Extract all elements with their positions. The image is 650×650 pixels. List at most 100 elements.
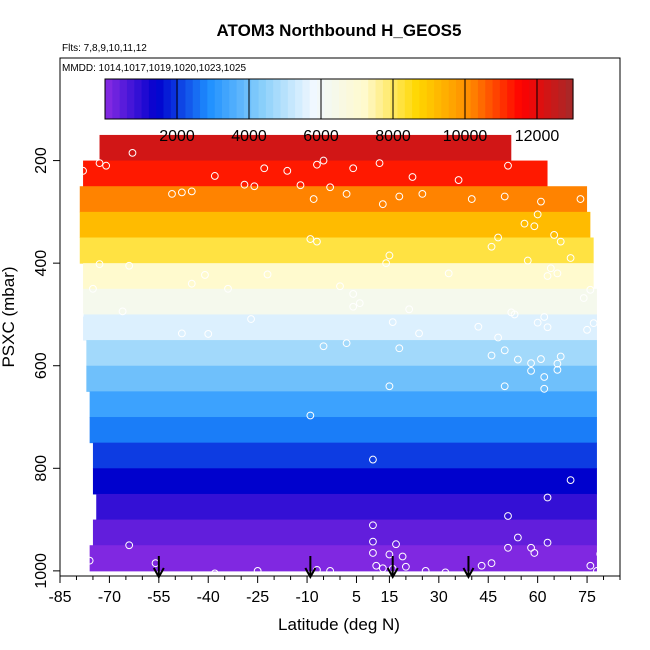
obs-point (543, 538, 552, 547)
colorbar-cell (331, 79, 340, 119)
obs-point (319, 342, 328, 351)
obs-point (487, 242, 496, 251)
colorbar-cell (178, 79, 187, 119)
obs-point (553, 359, 562, 368)
obs-point (224, 284, 232, 293)
obs-point (500, 382, 509, 391)
heatmap-row (99, 134, 512, 162)
y-axis-label: PSXC (mbar) (0, 266, 18, 367)
colorbar-cell (353, 79, 362, 119)
obs-point (395, 344, 404, 353)
obs-point (125, 541, 134, 550)
obs-point (204, 330, 213, 338)
obs-point (500, 192, 509, 201)
colorbar-cell (397, 79, 406, 119)
colorbar-cell (485, 79, 494, 119)
obs-point (240, 180, 249, 189)
heatmap-row (83, 263, 594, 290)
profile-arrow (462, 556, 475, 580)
obs-point (375, 159, 384, 168)
colorbar-cell (543, 79, 552, 119)
colorbar-cell (499, 79, 508, 119)
obs-point (520, 219, 529, 228)
heatmap-row (96, 493, 597, 521)
colorbar-cell (426, 79, 435, 119)
heatmap-row (83, 160, 548, 187)
colorbar-cell (360, 79, 369, 119)
colorbar-cell (324, 79, 333, 119)
colorbar-cell (214, 79, 223, 119)
heatmap-row (89, 417, 597, 444)
obs-point (494, 333, 503, 342)
subtitle-flights: Flts: 7,8,9,10,11,12 (62, 43, 147, 54)
x-tick-label: 15 (381, 589, 399, 606)
obs-point (540, 373, 549, 381)
obs-point (201, 271, 209, 279)
obs-point (474, 322, 483, 331)
obs-point (408, 173, 417, 181)
heatmap-row (92, 468, 597, 495)
obs-point (168, 190, 176, 198)
profile-arrow-head (386, 567, 399, 580)
colorbar-cell (156, 79, 165, 119)
colorbar-cell (280, 79, 289, 119)
colorbar-cell (339, 79, 347, 119)
obs-point (85, 556, 94, 565)
obs-point (593, 566, 601, 575)
obs-point (128, 148, 137, 157)
colorbar-cell (514, 79, 523, 119)
colorbar-cell (251, 79, 260, 119)
chart-title: ATOM3 Northbound H_GEOS5 (217, 21, 462, 40)
colorbar-cell (295, 79, 304, 119)
obs-point (306, 411, 315, 420)
obs-point (500, 346, 509, 355)
obs-point (125, 261, 134, 270)
obs-point (319, 156, 328, 165)
obs-point (385, 550, 394, 559)
obs-point (556, 352, 565, 361)
obs-point (583, 325, 591, 334)
colorbar-cell (346, 79, 355, 119)
profile-arrow-head (304, 567, 317, 580)
heatmap-row (89, 391, 597, 418)
colorbar-cell (404, 79, 413, 119)
colorbar-cell (448, 79, 457, 119)
obs-point (349, 302, 358, 311)
obs-point (75, 541, 84, 550)
colorbar-cell (170, 79, 179, 119)
heatmap-row (79, 237, 594, 264)
obs-point (586, 285, 595, 294)
obs-point (487, 559, 496, 568)
observation-points (75, 148, 605, 578)
obs-point (415, 329, 423, 338)
obs-point (527, 359, 535, 368)
colorbar-cell (536, 79, 545, 119)
obs-point (355, 299, 364, 308)
obs-point (369, 549, 377, 557)
profile-arrow (386, 556, 399, 580)
obs-point (523, 256, 532, 265)
obs-point (553, 365, 562, 374)
colorbar-tick-label: 2000 (159, 128, 195, 145)
y-tick-label: 200 (33, 147, 50, 174)
obs-point (530, 222, 539, 231)
obs-point (533, 318, 542, 327)
colorbar-cell (148, 79, 157, 119)
colorbar: 2000 4000 6000 8000 10000 12000 (104, 78, 574, 145)
x-tick-label: -85 (48, 589, 71, 606)
obs-point (313, 160, 321, 169)
obs-point (95, 159, 104, 168)
colorbar-cell (565, 79, 574, 119)
obs-point (405, 305, 414, 314)
colorbar-cell (119, 79, 128, 119)
obs-point (385, 382, 394, 391)
y-tick-label: 600 (33, 352, 50, 379)
obs-point (342, 339, 351, 348)
obs-point (369, 537, 377, 546)
colorbar-cell (185, 79, 194, 119)
obs-point (543, 272, 552, 280)
obs-point (247, 315, 255, 323)
obs-point (556, 237, 565, 246)
obs-point (586, 561, 595, 570)
